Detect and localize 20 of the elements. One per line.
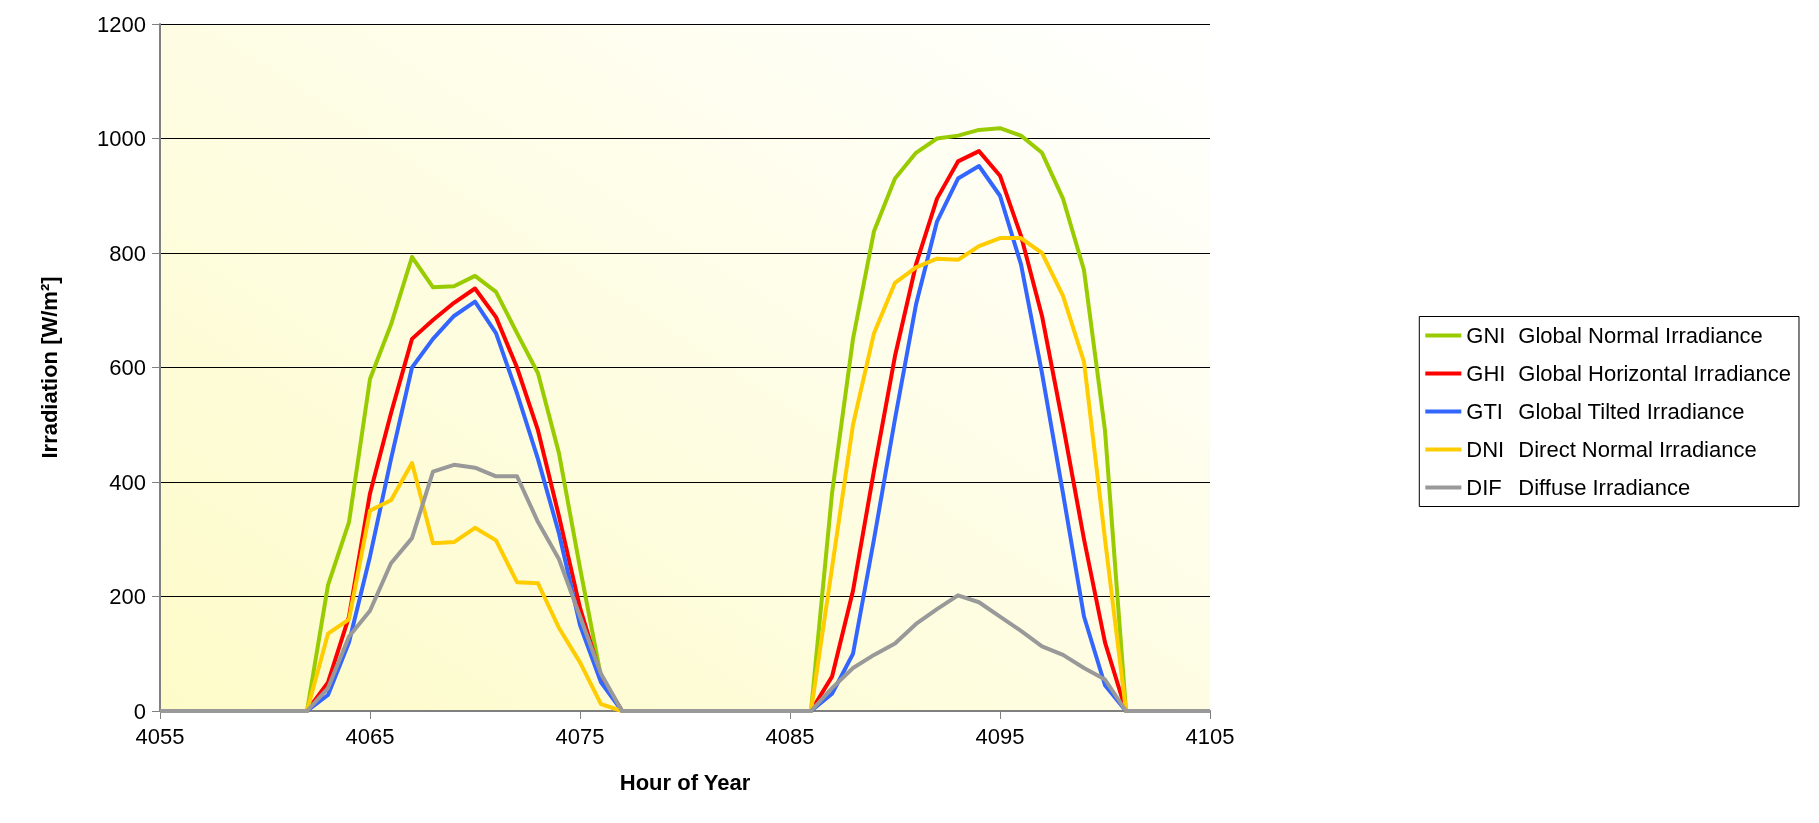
y-tick-label: 0 xyxy=(133,698,146,724)
x-tick-label: 4105 xyxy=(1185,723,1235,749)
y-tick-label: 600 xyxy=(109,355,146,380)
y-tick-label: 200 xyxy=(109,584,146,609)
y-axis-title: Irradiation [W/m²] xyxy=(36,276,62,459)
y-tick-label: 800 xyxy=(109,240,146,266)
y-tick-label: 1000 xyxy=(97,126,146,151)
x-tick-label: 4065 xyxy=(345,723,395,749)
legend-label: GHI Global Horizontal Irradiance xyxy=(1466,361,1792,386)
legend-label: GTI Global Tilted Irradiance xyxy=(1466,399,1745,424)
y-tick-label: 400 xyxy=(109,469,146,495)
y-tick-label: 1200 xyxy=(97,11,146,37)
x-tick-label: 4055 xyxy=(135,723,185,749)
legend-label: DNI Direct Normal Irradiance xyxy=(1466,437,1757,462)
x-tick-label: 4095 xyxy=(975,723,1025,749)
x-tick-label: 4085 xyxy=(765,723,815,749)
legend-label: GNI Global Normal Irradiance xyxy=(1466,323,1763,348)
x-axis-title: Hour of Year xyxy=(619,769,751,795)
legend-label: DIF Diffuse Irradiance xyxy=(1466,475,1691,500)
x-tick-label: 4075 xyxy=(555,723,605,749)
